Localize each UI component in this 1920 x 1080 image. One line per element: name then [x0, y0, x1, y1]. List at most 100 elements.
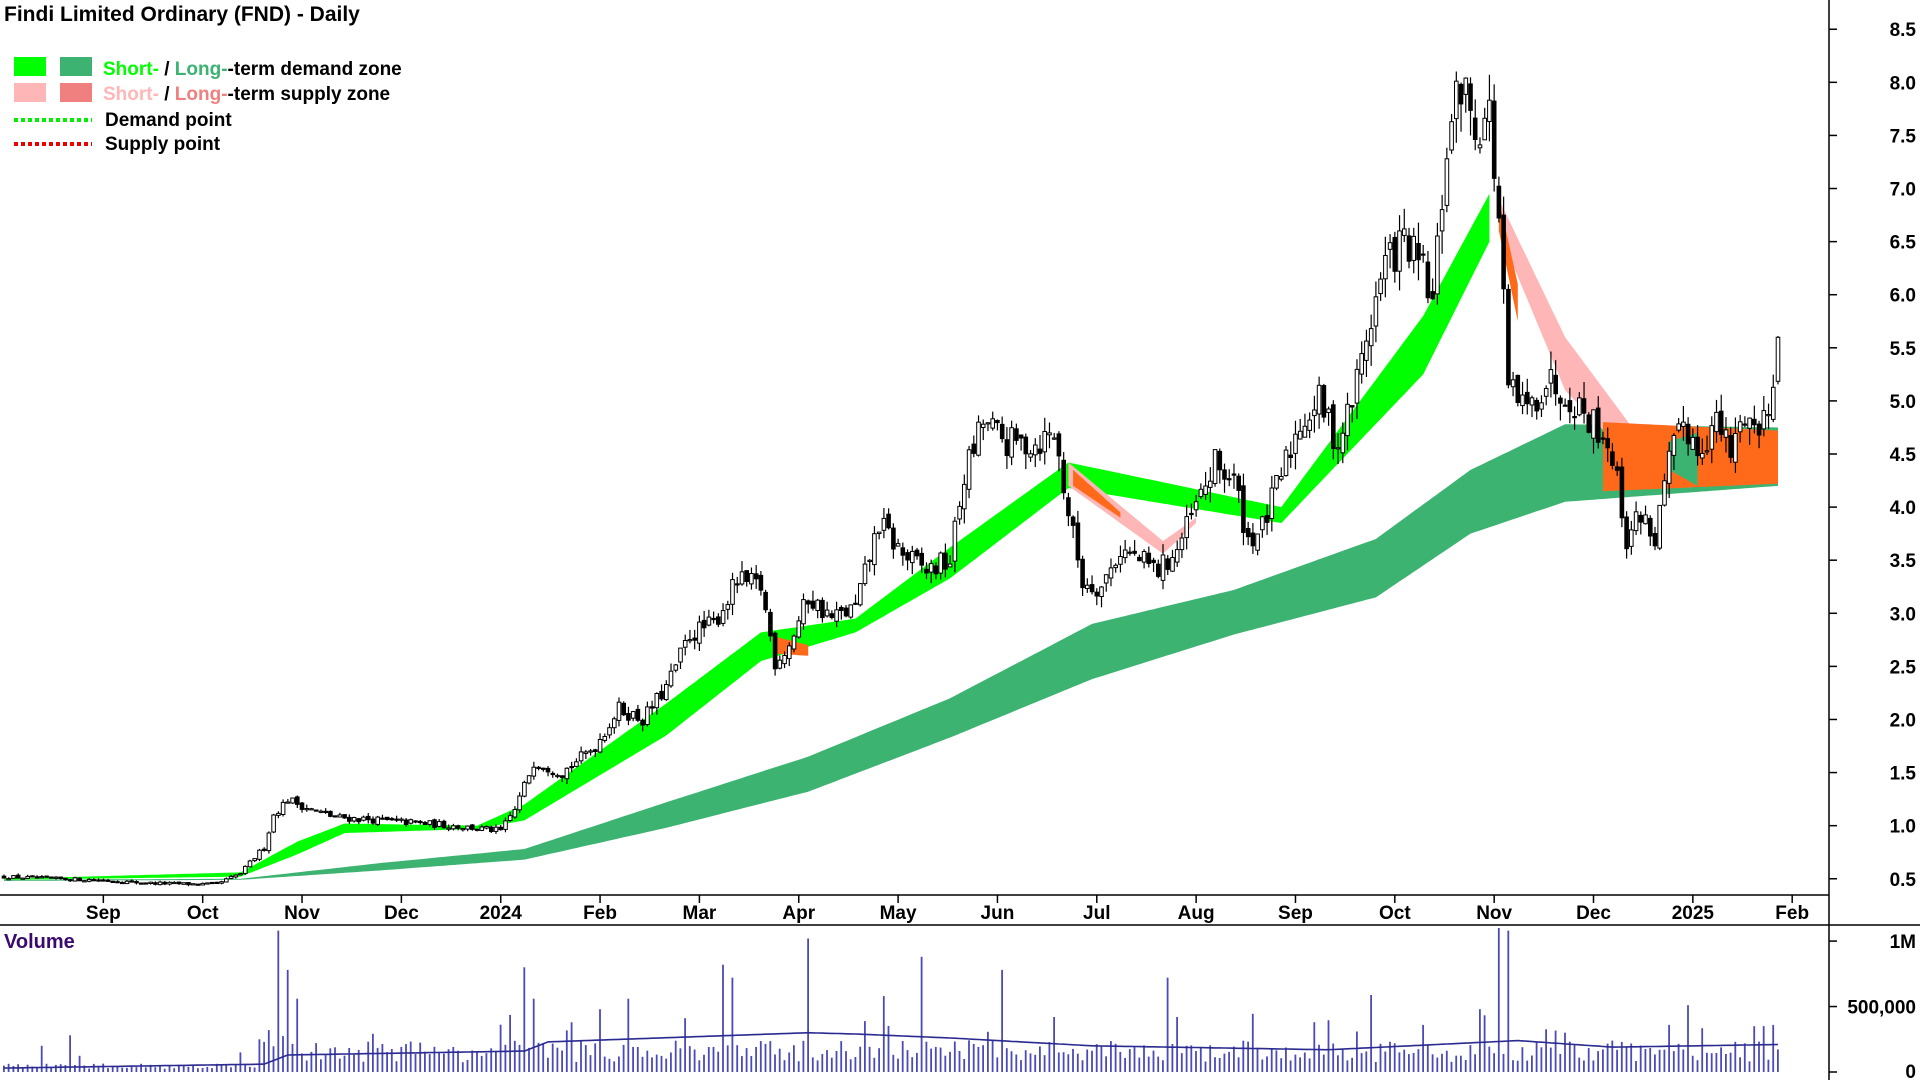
- volume-bar: [386, 1052, 388, 1072]
- volume-bar: [1062, 1052, 1065, 1072]
- volume-bar: [239, 1052, 242, 1072]
- candle: [1331, 400, 1336, 460]
- candle: [1226, 469, 1232, 487]
- volume-bar: [1701, 1028, 1704, 1072]
- volume-bar: [925, 1041, 928, 1072]
- legend-demand-sep: /: [159, 59, 175, 80]
- candle: [1274, 475, 1279, 491]
- candle: [1326, 406, 1331, 426]
- volume-bar: [438, 1051, 440, 1072]
- volume-bar: [1772, 1024, 1775, 1072]
- volume-panel: Volume 0 500,000 1M: [3, 925, 1916, 1080]
- candle: [228, 874, 234, 880]
- volume-bar: [1611, 1040, 1614, 1072]
- volume-bar: [1545, 1029, 1547, 1072]
- candle: [167, 881, 172, 886]
- volume-bar: [977, 1046, 980, 1072]
- volume-bar: [1573, 1044, 1576, 1072]
- candle: [810, 590, 816, 611]
- volume-bar: [897, 1058, 899, 1072]
- candle: [758, 571, 764, 596]
- candle: [479, 824, 485, 832]
- candle: [900, 542, 906, 566]
- candle: [919, 547, 925, 573]
- candle: [1283, 446, 1289, 477]
- candle: [1208, 467, 1213, 503]
- candle: [720, 603, 726, 627]
- volume-bar: [1039, 1046, 1041, 1072]
- volume-bar: [433, 1046, 436, 1072]
- candle: [999, 416, 1005, 443]
- candle: [1368, 314, 1374, 366]
- volume-bar: [1332, 1043, 1335, 1072]
- candle: [673, 664, 679, 673]
- candle: [261, 847, 267, 852]
- candle: [536, 766, 541, 771]
- candle: [205, 882, 210, 885]
- candle: [162, 881, 168, 886]
- volume-bar: [1303, 1052, 1306, 1072]
- volume-bar: [1417, 1049, 1420, 1072]
- volume-bar: [670, 1052, 672, 1072]
- volume-bar: [253, 1067, 256, 1072]
- candle: [6, 877, 11, 881]
- candle: [1316, 376, 1322, 429]
- volume-bar: [1616, 1049, 1618, 1072]
- candle: [1018, 434, 1024, 451]
- candle: [1383, 236, 1388, 298]
- volume-bar: [1100, 1045, 1103, 1072]
- y-tick-label: 1.5: [1890, 764, 1917, 785]
- candle: [1529, 395, 1535, 418]
- volume-bar: [532, 998, 535, 1072]
- candle: [867, 559, 873, 572]
- candle: [635, 704, 641, 722]
- candle: [1094, 588, 1100, 606]
- candle: [15, 873, 21, 879]
- candle: [209, 881, 215, 885]
- candle: [436, 819, 442, 828]
- candle: [952, 516, 958, 573]
- candle: [990, 411, 996, 431]
- volume-bar: [1010, 1051, 1013, 1072]
- candle: [380, 814, 385, 820]
- volume-bar: [168, 1065, 171, 1072]
- candle: [1297, 419, 1303, 440]
- candle: [266, 831, 272, 854]
- volume-bar: [126, 1067, 128, 1072]
- candle: [418, 820, 423, 825]
- candle: [20, 877, 26, 880]
- volume-bar: [1564, 1032, 1566, 1072]
- candle: [86, 878, 92, 883]
- volume-bar: [1422, 1024, 1424, 1072]
- volume-bar: [1734, 1041, 1737, 1072]
- candle: [96, 878, 101, 882]
- volume-bar: [395, 1061, 398, 1072]
- candle: [1520, 381, 1525, 415]
- volume-bar: [1166, 977, 1169, 1072]
- candle: [938, 551, 944, 580]
- volume-bar: [911, 1057, 914, 1072]
- candle: [796, 616, 802, 639]
- candle: [862, 556, 868, 586]
- volume-bar: [362, 1061, 365, 1072]
- candle: [120, 881, 125, 885]
- candle: [1066, 492, 1071, 527]
- candle: [640, 718, 645, 732]
- candle: [891, 523, 896, 559]
- volume-bar: [201, 1068, 204, 1072]
- price-panel: [1, 71, 1781, 887]
- volume-bar: [301, 1053, 303, 1072]
- candle: [1122, 539, 1128, 564]
- volume-bar: [1214, 1057, 1216, 1072]
- volume-bar: [584, 1045, 587, 1072]
- candle: [772, 631, 778, 676]
- volume-bar: [1119, 1051, 1122, 1072]
- candle: [853, 594, 858, 605]
- volume-bar: [78, 1055, 81, 1072]
- y-tick-label: 8.0: [1890, 73, 1916, 94]
- volume-bar: [187, 1066, 190, 1072]
- volume-bar: [1635, 1061, 1637, 1072]
- volume-bar: [726, 1045, 729, 1072]
- candle: [753, 565, 759, 589]
- volume-bar: [528, 1047, 530, 1072]
